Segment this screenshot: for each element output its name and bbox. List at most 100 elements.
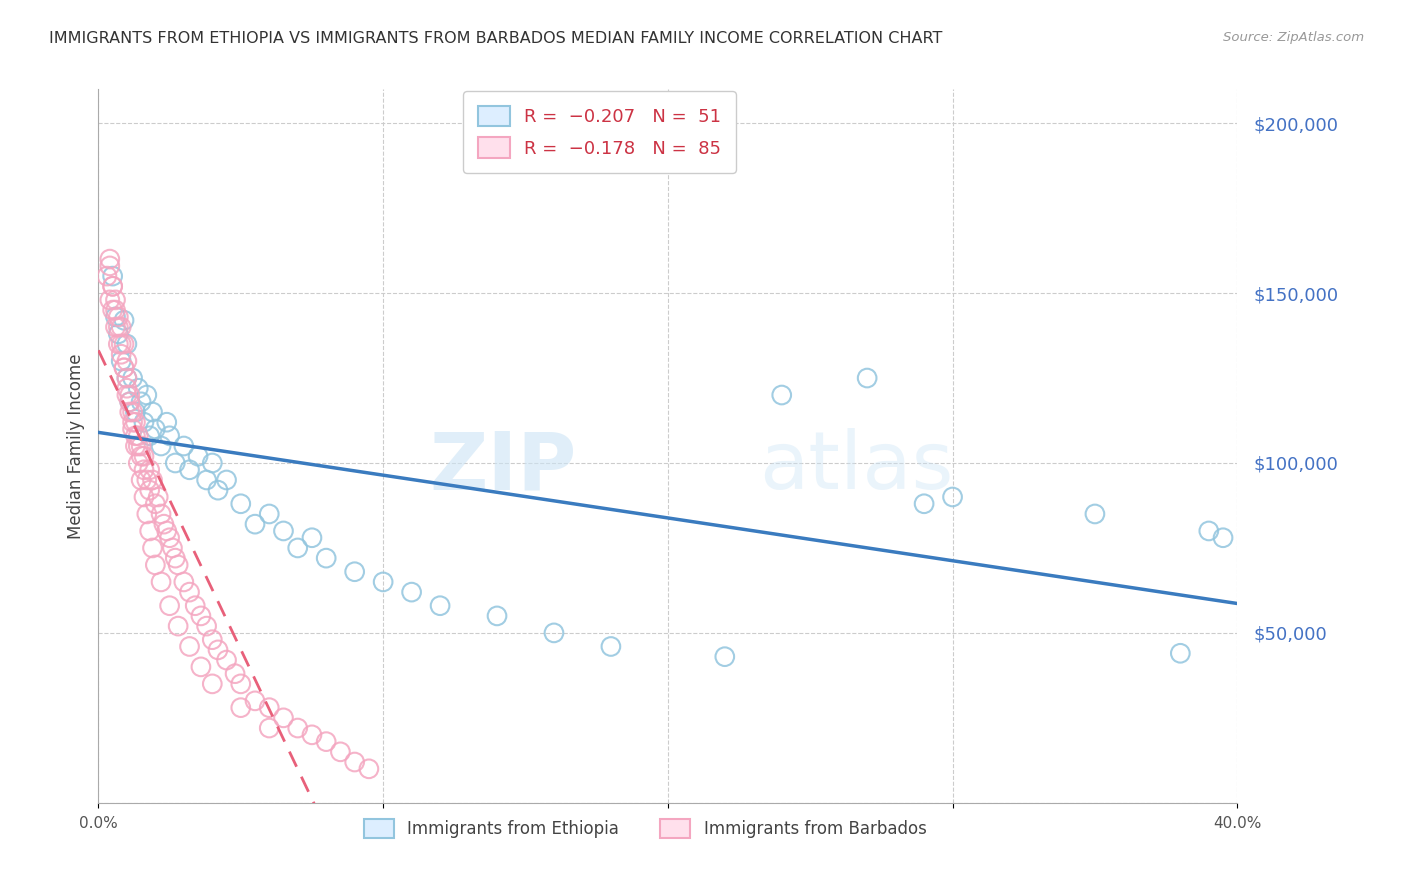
Point [243,694,266,708]
Point [187,449,209,463]
Point [357,762,380,776]
Point [229,497,252,511]
Point [107,320,129,334]
Point [315,551,337,566]
Point [104,320,127,334]
Point [145,497,167,511]
Point [98,259,121,273]
Text: Source: ZipAtlas.com: Source: ZipAtlas.com [1223,31,1364,45]
Point [259,721,281,735]
Point [373,574,395,589]
Point [107,326,129,341]
Point [127,429,149,443]
Point [259,507,281,521]
Point [127,456,149,470]
Point [98,293,121,307]
Point [107,337,129,351]
Point [167,619,190,633]
Point [101,303,124,318]
Point [315,734,337,748]
Point [129,473,152,487]
Point [124,405,146,419]
Point [770,388,793,402]
Point [118,405,141,419]
Point [287,721,309,735]
Point [273,524,295,538]
Point [1212,531,1234,545]
Point [141,473,163,487]
Point [101,269,124,284]
Text: ZIP: ZIP [429,428,576,507]
Point [942,490,965,504]
Point [112,360,135,375]
Point [207,483,229,498]
Point [401,585,423,599]
Point [138,524,160,538]
Point [127,381,149,395]
Point [600,640,623,654]
Point [301,531,323,545]
Point [112,337,135,351]
Point [121,422,143,436]
Point [429,599,451,613]
Point [145,422,167,436]
Point [129,439,152,453]
Point [118,388,141,402]
Point [150,507,173,521]
Point [1198,524,1220,538]
Legend: Immigrants from Ethiopia, Immigrants from Barbados: Immigrants from Ethiopia, Immigrants fro… [357,812,934,845]
Point [150,574,173,589]
Point [259,700,281,714]
Point [195,473,218,487]
Point [132,463,155,477]
Point [115,381,138,395]
Point [141,541,163,555]
Point [156,524,179,538]
Point [224,666,246,681]
Point [856,371,879,385]
Point [159,429,181,443]
Point [195,619,218,633]
Point [121,405,143,419]
Point [184,599,207,613]
Point [118,394,141,409]
Point [121,371,143,385]
Point [138,463,160,477]
Point [343,755,366,769]
Point [153,517,176,532]
Point [329,745,352,759]
Point [138,429,160,443]
Point [96,269,118,284]
Point [129,394,152,409]
Point [110,354,132,368]
Point [138,483,160,498]
Point [229,700,252,714]
Text: IMMIGRANTS FROM ETHIOPIA VS IMMIGRANTS FROM BARBADOS MEDIAN FAMILY INCOME CORREL: IMMIGRANTS FROM ETHIOPIA VS IMMIGRANTS F… [49,31,942,46]
Point [167,558,190,572]
Point [179,640,201,654]
Point [110,337,132,351]
Point [173,574,195,589]
Point [104,310,127,324]
Point [1170,646,1192,660]
Point [201,456,224,470]
Point [165,456,187,470]
Point [273,711,295,725]
Point [243,517,266,532]
Point [215,473,238,487]
Point [98,252,121,266]
Point [132,449,155,463]
Point [165,551,187,566]
Point [124,429,146,443]
Point [179,463,201,477]
Point [287,541,309,555]
Point [115,371,138,385]
Point [162,541,184,555]
Point [115,354,138,368]
Point [121,415,143,429]
Point [115,371,138,385]
Point [201,632,224,647]
Point [135,473,157,487]
Point [104,293,127,307]
Point [343,565,366,579]
